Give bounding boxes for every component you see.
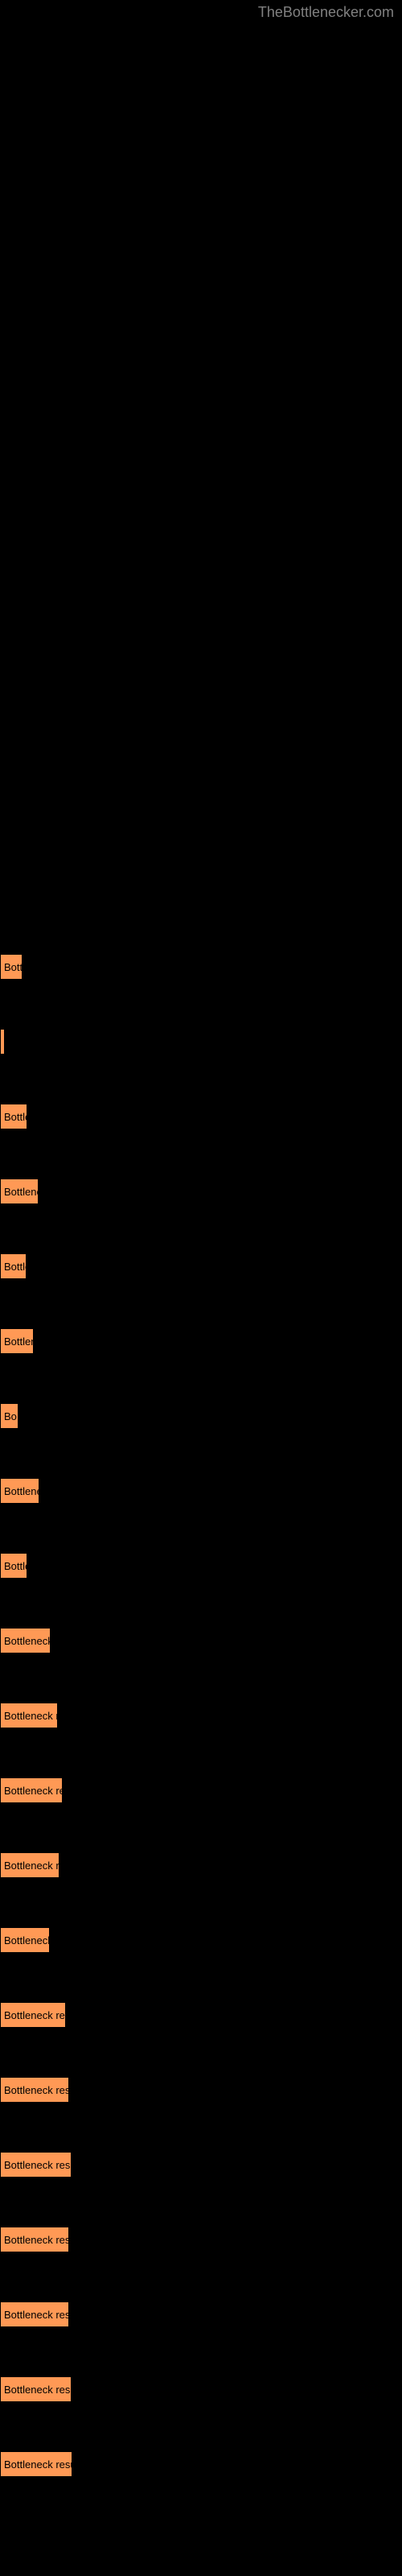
bar-label: Bottleneck result: [4, 2009, 66, 2021]
bar-row: Bottleneck result: [0, 2077, 69, 2103]
bar: Bottleneck result: [0, 2301, 69, 2327]
bar-label: Bott: [4, 961, 23, 973]
bar: Bottleneck resu: [0, 1703, 58, 1728]
bar-row: Bo: [0, 1403, 18, 1429]
bar: Bottleneck result: [0, 2002, 66, 2028]
bar-label: Bottleneck result: [4, 2159, 72, 2171]
bar: Bottleneck re: [0, 1927, 50, 1953]
bar-label: Bottleneck resu: [4, 1860, 59, 1872]
bar-row: Bottle: [0, 1253, 27, 1279]
bar-label: Bo: [4, 1410, 17, 1422]
bar: Bottleneck result: [0, 2451, 72, 2477]
bar-label: Bottle: [4, 1560, 27, 1572]
bar-row: Bottleneck result: [0, 1777, 63, 1803]
bar-label: Bottleneck re: [4, 1934, 50, 1946]
bar-row: Bott: [0, 954, 23, 980]
bar: Bottle: [0, 1104, 27, 1129]
bar: Bottle: [0, 1253, 27, 1279]
bar-row: [0, 1029, 5, 1055]
bar: Bottlenec: [0, 1179, 39, 1204]
bar: Bottleneck re: [0, 1628, 51, 1653]
bar: Bottleneck result: [0, 2077, 69, 2103]
bar-row: Bottlen: [0, 1328, 34, 1354]
bar-label: Bottlen: [4, 1335, 34, 1348]
bar-row: Bottlenec: [0, 1179, 39, 1204]
bar-label: Bottleneck re: [4, 1635, 51, 1647]
bar: Bott: [0, 954, 23, 980]
bar-row: Bottleneck resu: [0, 1703, 58, 1728]
bar-row: Bottleneck result: [0, 2451, 72, 2477]
bar-row: Bottleneck result: [0, 2376, 72, 2402]
bar-row: Bottle: [0, 1553, 27, 1579]
bar-row: Bottleneck result: [0, 2227, 69, 2252]
bar-row: Bottleneck re: [0, 1927, 50, 1953]
bar: Bottle: [0, 1553, 27, 1579]
bar: Bottleneck result: [0, 2152, 72, 2178]
bar-row: Bottleneck re: [0, 1628, 51, 1653]
bar-row: Bottleneck result: [0, 2002, 66, 2028]
bar: Bottleneck result: [0, 2227, 69, 2252]
bar-label: Bottle: [4, 1261, 27, 1273]
bar-row: Bottle: [0, 1104, 27, 1129]
bar-label: Bottleneck resu: [4, 1710, 58, 1722]
bar-row: Bottlenec: [0, 1478, 39, 1504]
bar-label: Bottleneck result: [4, 2234, 69, 2246]
bar-row: Bottleneck result: [0, 2301, 69, 2327]
bar-label: Bottlenec: [4, 1186, 39, 1198]
bar-label: Bottleneck result: [4, 1785, 63, 1797]
bar-label: Bottle: [4, 1111, 27, 1123]
bar-label: Bottleneck result: [4, 2309, 69, 2321]
bar: [0, 1029, 5, 1055]
bar: Bottleneck resu: [0, 1852, 59, 1878]
bar: Bottlenec: [0, 1478, 39, 1504]
bar-label: Bottleneck result: [4, 2458, 72, 2471]
bar: Bottleneck result: [0, 2376, 72, 2402]
bar-label: Bottlenec: [4, 1485, 39, 1497]
bar: Bo: [0, 1403, 18, 1429]
bar-row: Bottleneck resu: [0, 1852, 59, 1878]
bar-label: Bottleneck result: [4, 2084, 69, 2096]
watermark-text: TheBottlenecker.com: [258, 4, 394, 21]
bar-label: Bottleneck result: [4, 2384, 72, 2396]
bar-row: Bottleneck result: [0, 2152, 72, 2178]
bar: Bottlen: [0, 1328, 34, 1354]
bar: Bottleneck result: [0, 1777, 63, 1803]
